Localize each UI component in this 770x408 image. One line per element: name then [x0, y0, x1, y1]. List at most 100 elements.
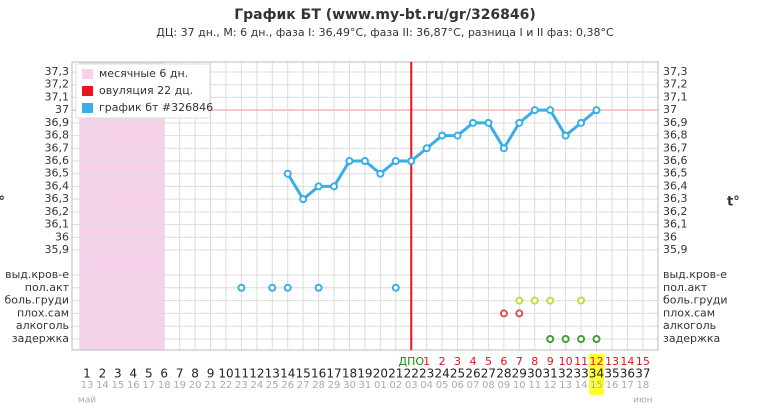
- month-label: июн: [633, 396, 652, 406]
- symptom-label: выд.кров-е: [663, 268, 727, 281]
- dpo-label: 9: [547, 355, 554, 368]
- today-highlight: [589, 354, 605, 395]
- x-tick-label: 10: [218, 367, 233, 381]
- dpo-label: 11: [574, 355, 588, 368]
- y-tick-label: 37,1: [45, 90, 70, 103]
- y-tick-label: 36,1: [663, 218, 688, 231]
- date-label: 14: [575, 380, 588, 391]
- temperature-point: [530, 106, 539, 115]
- date-label: 03: [405, 380, 418, 391]
- dpo-label: 15: [636, 355, 650, 368]
- date-label: 22: [220, 380, 233, 391]
- date-label: 25: [266, 380, 279, 391]
- temperature-point: [453, 131, 462, 140]
- symptom-marker: [283, 283, 292, 292]
- x-tick-label: 31: [543, 367, 558, 381]
- x-tick-label: 20: [373, 367, 388, 381]
- symptom-marker: [530, 296, 539, 305]
- date-label: 06: [451, 380, 464, 391]
- date-label: 21: [204, 380, 217, 391]
- date-label: 15: [590, 380, 603, 391]
- x-tick-label: 13: [265, 367, 280, 381]
- x-tick-label: 30: [527, 367, 542, 381]
- x-tick-label: 17: [326, 367, 341, 381]
- symptom-marker: [515, 296, 524, 305]
- symptom-marker: [314, 283, 323, 292]
- y-tick-label: 36,7: [663, 141, 688, 154]
- temperature-point: [592, 106, 601, 115]
- x-tick-label: 37: [635, 367, 650, 381]
- symptom-label: задержка: [663, 332, 720, 345]
- temperature-point: [314, 182, 323, 191]
- date-label: 19: [173, 380, 186, 391]
- x-tick-label: 25: [450, 367, 465, 381]
- y-tick-label: 36,7: [45, 141, 70, 154]
- y-tick-label: 36,9: [663, 116, 688, 129]
- x-tick-label: 33: [573, 367, 588, 381]
- x-tick-label: 1: [83, 367, 91, 381]
- date-label: 28: [312, 380, 325, 391]
- y-tick-label: 37,1: [663, 90, 688, 103]
- date-label: 14: [96, 380, 109, 391]
- symptom-label: плох.сам: [17, 306, 69, 319]
- y-tick-label: 36: [663, 230, 677, 243]
- symptom-marker: [391, 283, 400, 292]
- date-label: 05: [436, 380, 449, 391]
- y-tick-label: 36,9: [45, 116, 70, 129]
- symptom-marker: [499, 309, 508, 318]
- x-tick-label: 2: [99, 367, 107, 381]
- y-tick-label: 35,9: [663, 243, 688, 256]
- x-tick-label: 3: [114, 367, 122, 381]
- date-label: 17: [142, 380, 155, 391]
- y-axis-label: t°: [727, 195, 740, 210]
- date-label: 13: [81, 380, 94, 391]
- date-label: 31: [359, 380, 372, 391]
- dpo-label: 4: [470, 355, 477, 368]
- y-tick-label: 37,2: [45, 78, 70, 91]
- temperature-point: [407, 157, 416, 165]
- symptom-marker: [577, 335, 586, 343]
- dpo-label: 14: [620, 355, 634, 368]
- x-tick-label: 9: [207, 367, 215, 381]
- temperature-point: [299, 195, 308, 204]
- x-tick-label: 6: [160, 367, 168, 381]
- month-label: май: [78, 396, 96, 406]
- x-tick-label: 4: [129, 367, 137, 381]
- x-tick-label: 5: [145, 367, 153, 381]
- x-tick-label: 14: [280, 367, 295, 381]
- dpo-label: 1: [423, 355, 430, 368]
- symptom-label: боль.груди: [4, 294, 69, 307]
- y-tick-label: 36,6: [45, 154, 70, 167]
- symptom-label: пол.акт: [663, 281, 708, 294]
- temperature-point: [376, 169, 385, 178]
- dpo-label: 7: [516, 355, 523, 368]
- temperature-point: [345, 157, 354, 165]
- legend-box: [75, 63, 211, 119]
- x-tick-label: 26: [465, 367, 480, 381]
- x-tick-label: 18: [342, 367, 357, 381]
- x-tick-label: 29: [512, 367, 527, 381]
- plot-frame: [71, 61, 659, 351]
- y-tick-label: 36,5: [663, 167, 688, 180]
- temperature-point: [577, 118, 586, 127]
- y-tick-label: 37,2: [663, 78, 688, 91]
- y-tick-label: 37,3: [663, 65, 688, 78]
- x-tick-label: 8: [191, 367, 199, 381]
- temperature-point: [561, 131, 570, 140]
- dpo-label: 3: [454, 355, 461, 368]
- dpo-label: 5: [485, 355, 492, 368]
- x-tick-label: 22: [404, 367, 419, 381]
- y-tick-label: 37: [55, 103, 69, 116]
- y-tick-label: 36,5: [45, 167, 70, 180]
- x-tick-label: 16: [311, 367, 326, 381]
- y-tick-label: 37,3: [45, 65, 70, 78]
- date-label: 11: [528, 380, 541, 391]
- date-label: 23: [235, 380, 248, 391]
- symptom-label: боль.груди: [663, 294, 728, 307]
- temperature-point: [360, 157, 369, 165]
- y-tick-label: 36,8: [45, 129, 70, 142]
- date-label: 24: [250, 380, 263, 391]
- temperature-point: [515, 118, 524, 127]
- legend-swatch: [82, 86, 93, 96]
